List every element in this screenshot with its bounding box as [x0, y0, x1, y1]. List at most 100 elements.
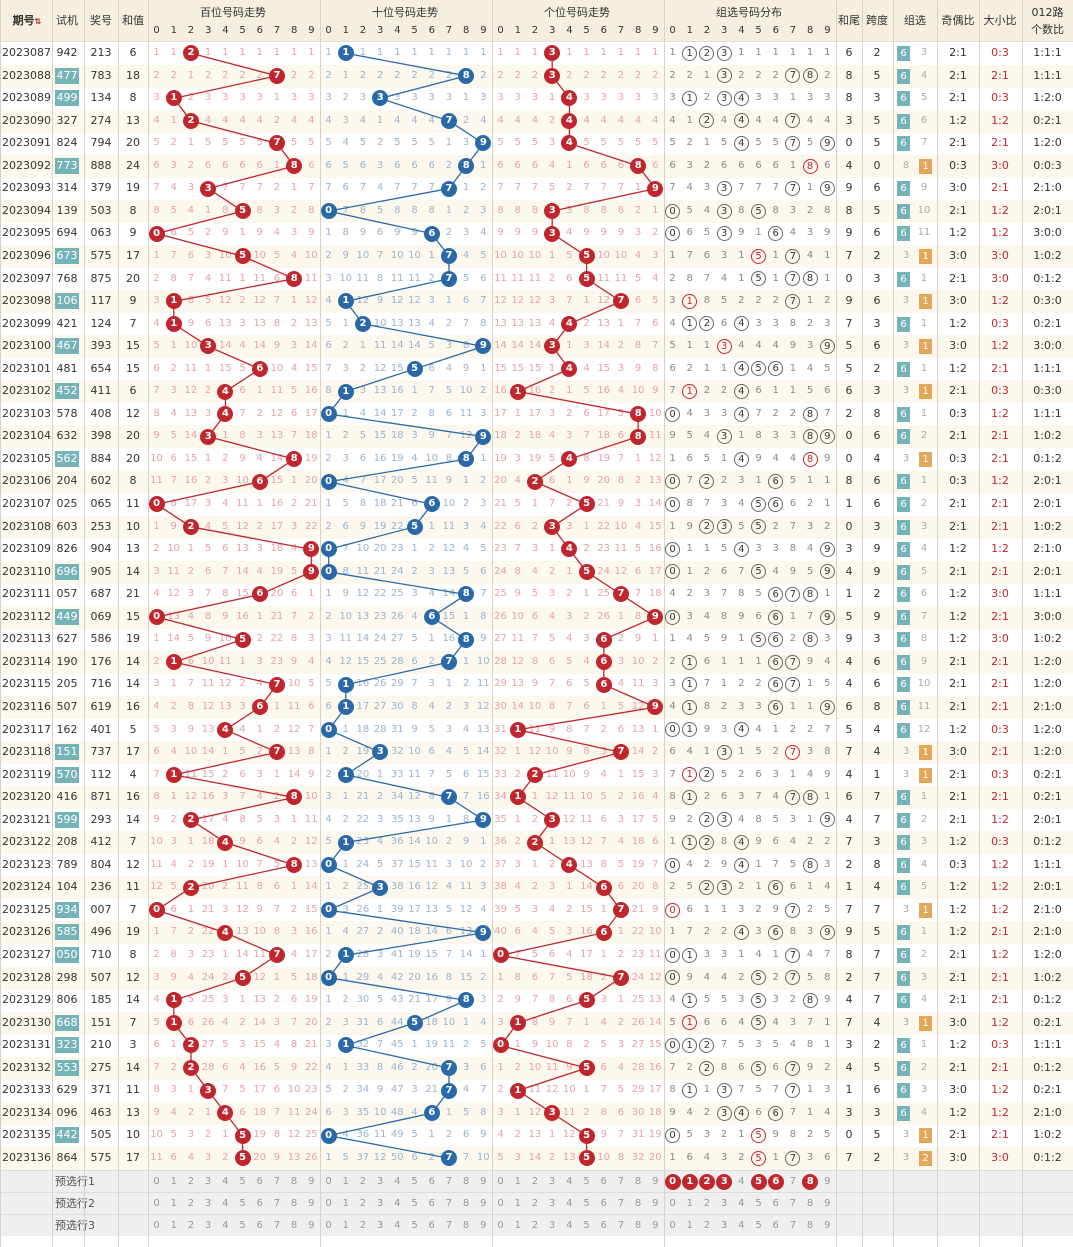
preselect-digit[interactable]: 7: [789, 1197, 797, 1209]
preselect-digit[interactable]: 9: [824, 1219, 831, 1231]
preselect-digit[interactable]: 9: [652, 1175, 659, 1187]
preselect-digit[interactable]: 7: [273, 1219, 281, 1231]
preselect-digit[interactable]: 6: [772, 1197, 779, 1209]
preselect-digit[interactable]: 4: [566, 1219, 573, 1231]
preselect-ball[interactable]: 5: [750, 1173, 767, 1190]
period-header[interactable]: 期号⇅: [4, 14, 50, 28]
preselect-digit[interactable]: 5: [239, 1197, 246, 1209]
preselect-digit[interactable]: 0: [669, 1197, 676, 1209]
preselect-digit[interactable]: 6: [428, 1175, 435, 1187]
preselect-digit[interactable]: 9: [480, 1197, 487, 1209]
preselect-digit[interactable]: 3: [720, 1219, 728, 1231]
preselect-digit[interactable]: 3: [204, 1197, 212, 1209]
preselect-digit[interactable]: 6: [256, 1219, 263, 1231]
preselect-digit[interactable]: 1: [170, 1197, 177, 1209]
preselect-digit[interactable]: 9: [308, 1197, 315, 1209]
preselect-digit[interactable]: 3: [720, 1197, 728, 1209]
preselect-digit[interactable]: 0: [153, 1197, 160, 1209]
preselect-digit[interactable]: 4: [394, 1219, 401, 1231]
preselect-digit[interactable]: 7: [445, 1219, 453, 1231]
preselect-digit[interactable]: 6: [428, 1197, 435, 1209]
preselect-ball[interactable]: 2: [699, 1173, 715, 1190]
preselect-digit[interactable]: 8: [462, 1175, 470, 1187]
preselect-digit[interactable]: 4: [222, 1219, 229, 1231]
preselect-digit[interactable]: 1: [514, 1175, 521, 1187]
preselect-digit[interactable]: 7: [273, 1197, 281, 1209]
preselect-digit[interactable]: 1: [342, 1175, 349, 1187]
preselect-digit[interactable]: 8: [290, 1197, 298, 1209]
preselect-digit[interactable]: 4: [738, 1219, 745, 1231]
preselect-digit[interactable]: 5: [411, 1175, 418, 1187]
preselect-digit[interactable]: 1: [514, 1219, 521, 1231]
preselect-digit[interactable]: 5: [239, 1219, 246, 1231]
preselect-digit[interactable]: 0: [153, 1219, 160, 1231]
preselect-digit[interactable]: 6: [256, 1175, 263, 1187]
preselect-digit[interactable]: 0: [153, 1175, 160, 1187]
preselect-digit[interactable]: 2: [531, 1175, 539, 1187]
preselect-ball[interactable]: 1: [681, 1173, 698, 1190]
preselect-digit[interactable]: 2: [359, 1175, 367, 1187]
preselect-digit[interactable]: 8: [806, 1219, 814, 1231]
preselect-digit[interactable]: 9: [652, 1219, 659, 1231]
preselect-ball[interactable]: 3: [716, 1173, 733, 1190]
preselect-ball[interactable]: 6: [767, 1173, 784, 1190]
preselect-digit[interactable]: 7: [617, 1219, 625, 1231]
preselect-digit[interactable]: 1: [342, 1219, 349, 1231]
preselect-digit[interactable]: 6: [256, 1197, 263, 1209]
preselect-digit[interactable]: 9: [824, 1175, 831, 1187]
preselect-digit[interactable]: 3: [376, 1219, 384, 1231]
preselect-digit[interactable]: 1: [170, 1219, 177, 1231]
preselect-digit[interactable]: 7: [789, 1175, 797, 1187]
preselect-digit[interactable]: 2: [703, 1197, 711, 1209]
preselect-digit[interactable]: 9: [824, 1197, 831, 1209]
preselect-digit[interactable]: 4: [394, 1197, 401, 1209]
preselect-digit[interactable]: 3: [376, 1197, 384, 1209]
preselect-digit[interactable]: 8: [290, 1175, 298, 1187]
preselect-digit[interactable]: 8: [462, 1197, 470, 1209]
preselect-digit[interactable]: 8: [290, 1219, 298, 1231]
preselect-digit[interactable]: 0: [669, 1219, 676, 1231]
sort-icon[interactable]: ⇅: [34, 17, 42, 26]
preselect-digit[interactable]: 1: [686, 1197, 693, 1209]
preselect-digit[interactable]: 3: [548, 1219, 556, 1231]
preselect-digit[interactable]: 5: [583, 1175, 590, 1187]
preselect-digit[interactable]: 7: [789, 1219, 797, 1231]
preselect-digit[interactable]: 8: [806, 1197, 814, 1209]
preselect-digit[interactable]: 7: [445, 1175, 453, 1187]
preselect-digit[interactable]: 4: [566, 1175, 573, 1187]
preselect-digit[interactable]: 3: [204, 1175, 212, 1187]
preselect-digit[interactable]: 5: [583, 1197, 590, 1209]
preselect-digit[interactable]: 8: [462, 1219, 470, 1231]
preselect-digit[interactable]: 3: [548, 1197, 556, 1209]
preselect-digit[interactable]: 5: [583, 1219, 590, 1231]
preselect-digit[interactable]: 9: [652, 1197, 659, 1209]
preselect-digit[interactable]: 0: [325, 1175, 332, 1187]
preselect-digit[interactable]: 5: [411, 1219, 418, 1231]
preselect-digit[interactable]: 0: [497, 1175, 504, 1187]
preselect-digit[interactable]: 4: [566, 1197, 573, 1209]
preselect-digit[interactable]: 2: [531, 1219, 539, 1231]
preselect-digit[interactable]: 5: [411, 1197, 418, 1209]
preselect-digit[interactable]: 4: [394, 1175, 401, 1187]
preselect-digit[interactable]: 3: [548, 1175, 556, 1187]
preselect-digit[interactable]: 5: [755, 1197, 762, 1209]
preselect-digit[interactable]: 4: [222, 1175, 229, 1187]
preselect-digit[interactable]: 2: [187, 1175, 195, 1187]
preselect-digit[interactable]: 6: [772, 1219, 779, 1231]
preselect-digit[interactable]: 4: [222, 1197, 229, 1209]
preselect-digit[interactable]: 1: [342, 1197, 349, 1209]
preselect-digit[interactable]: 9: [308, 1175, 315, 1187]
preselect-digit[interactable]: 6: [600, 1175, 607, 1187]
preselect-digit[interactable]: 1: [170, 1175, 177, 1187]
preselect-digit[interactable]: 8: [634, 1175, 642, 1187]
preselect-digit[interactable]: 2: [359, 1219, 367, 1231]
preselect-digit[interactable]: 5: [239, 1175, 246, 1187]
preselect-digit[interactable]: 8: [634, 1197, 642, 1209]
preselect-digit[interactable]: 2: [187, 1219, 195, 1231]
preselect-digit[interactable]: 2: [187, 1197, 195, 1209]
preselect-ball[interactable]: 8: [802, 1173, 819, 1190]
preselect-digit[interactable]: 0: [325, 1219, 332, 1231]
preselect-digit[interactable]: 6: [600, 1197, 607, 1209]
preselect-digit[interactable]: 3: [204, 1219, 212, 1231]
preselect-digit[interactable]: 7: [445, 1197, 453, 1209]
